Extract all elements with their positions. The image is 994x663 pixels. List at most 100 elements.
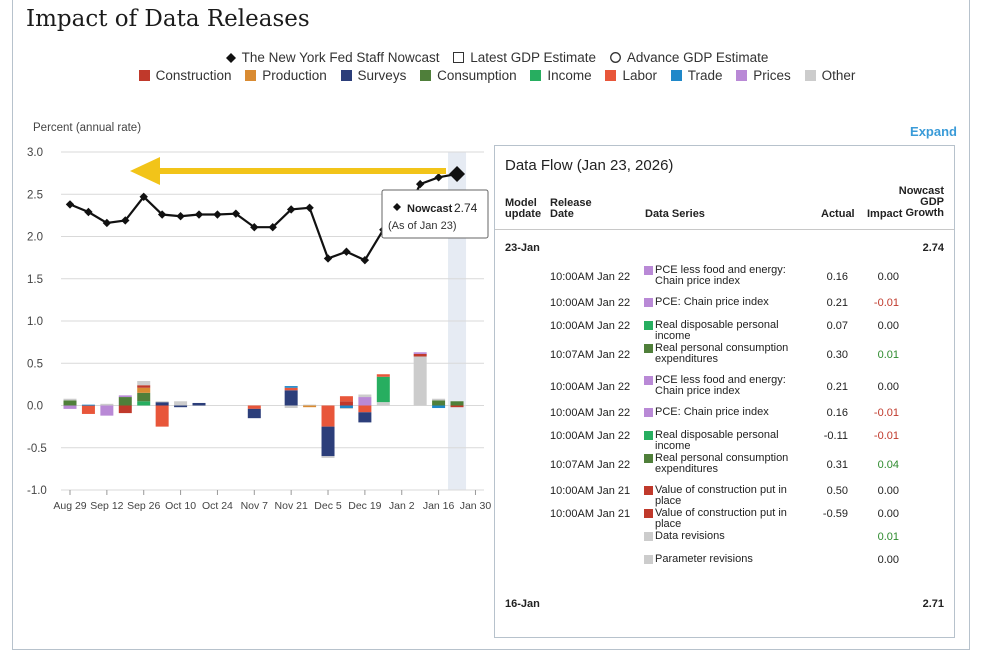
legend-item-consumption[interactable]: Consumption [420, 68, 517, 83]
impact-bar-segment [303, 404, 317, 406]
nowcast-point [250, 223, 259, 232]
impact-bar-segment [321, 405, 335, 427]
release-date: 10:00AM Jan 22 [550, 381, 631, 393]
legend-item-latest-gdp[interactable]: Latest GDP Estimate [453, 50, 596, 65]
impact-bar-segment [81, 405, 95, 414]
data-series-name: Value of construction put in place [655, 484, 787, 507]
data-series-name: Data revisions [655, 530, 725, 542]
impact-bar-segment [358, 397, 372, 406]
data-series-name: Real personal consumption expenditures [655, 342, 789, 365]
widget-frame [12, 0, 970, 650]
impact-value: -0.01 [873, 407, 899, 419]
x-tick-label: Oct 10 [165, 500, 196, 512]
data-series-name: Real personal consumption expenditures [655, 452, 789, 475]
data-series-name: PCE: Chain price index [655, 406, 769, 418]
impact-bar-segment [358, 405, 372, 413]
legend-series: The New York Fed Staff Nowcast Latest GD… [0, 49, 994, 65]
group-total: 2.71 [922, 598, 944, 610]
impact-bar-segment [321, 426, 335, 457]
impact-bar-segment [118, 405, 132, 414]
impact-bar-segment [339, 405, 353, 409]
legend-item-nowcast[interactable]: The New York Fed Staff Nowcast [225, 50, 439, 65]
category-swatch [644, 486, 653, 495]
nowcast-point [434, 173, 443, 182]
nowcast-point [194, 210, 204, 219]
impact-bar-segment [192, 402, 206, 406]
impact-value: 0.00 [877, 381, 899, 393]
impact-value: 0.00 [877, 485, 899, 497]
impact-bar-segment [432, 405, 446, 409]
impact-value: 0.04 [877, 459, 899, 471]
group-total: 2.74 [922, 242, 944, 254]
release-date: 10:07AM Jan 22 [550, 459, 631, 471]
legend-item-labor[interactable]: Labor [605, 68, 657, 83]
impact-bar-segment [284, 405, 298, 409]
legend-item-construction[interactable]: Construction [138, 68, 231, 83]
trade-swatch [670, 69, 682, 81]
header-actual: Actual [821, 208, 855, 220]
legend-item-trade[interactable]: Trade [670, 68, 723, 83]
nowcast-point [286, 205, 296, 214]
header-impact: Impact [867, 208, 903, 220]
impact-bar-segment [376, 374, 390, 377]
nowcast-point [84, 207, 93, 217]
data-series-name: PCE less food and energy: Chain price in… [655, 374, 786, 397]
impact-bar-segment [137, 380, 151, 386]
x-tick-label: Dec 19 [348, 500, 381, 512]
nowcast-point [157, 210, 167, 219]
nowcast-point [305, 203, 314, 212]
actual-value: 0.30 [826, 349, 848, 361]
release-date: 10:00AM Jan 22 [550, 407, 631, 419]
impact-bar-segment [284, 390, 298, 406]
release-date: 10:00AM Jan 22 [550, 430, 631, 442]
expand-link[interactable]: Expand [910, 124, 957, 139]
legend-item-production[interactable]: Production [245, 68, 327, 83]
consumption-swatch [420, 69, 432, 81]
header-release-date: Release Date [550, 197, 592, 220]
x-tick-label: Jan 16 [423, 500, 455, 512]
impact-bar-segment [358, 412, 372, 423]
actual-value: 0.16 [826, 407, 848, 419]
y-tick-label: 1.0 [27, 316, 43, 328]
x-tick-label: Nov 21 [275, 500, 308, 512]
data-flow-panel: Data Flow (Jan 23, 2026) Model update Re… [494, 145, 955, 638]
impact-value: 0.00 [877, 271, 899, 283]
impact-value: 0.00 [877, 320, 899, 332]
impact-value: -0.01 [873, 297, 899, 309]
actual-value: 0.31 [826, 459, 848, 471]
y-tick-label: 3.0 [27, 147, 43, 159]
group-date[interactable]: 23-Jan [505, 242, 540, 254]
impact-bar-segment [339, 401, 353, 406]
actual-value: 0.21 [826, 381, 848, 393]
data-series-name: PCE: Chain price index [655, 296, 769, 308]
impact-bar-segment [174, 405, 188, 408]
impact-bar-segment [155, 401, 169, 403]
x-tick-label: Aug 29 [53, 500, 86, 512]
nowcast-point [323, 254, 333, 263]
y-axis-title: Percent (annual rate) [33, 122, 142, 134]
header-data-series: Data Series [645, 208, 705, 220]
impact-bar-segment [413, 352, 427, 354]
legend-item-prices[interactable]: Prices [736, 68, 791, 83]
category-swatch [644, 532, 653, 541]
data-series-name: Value of construction put in place [655, 507, 787, 530]
actual-value: 0.21 [826, 297, 848, 309]
release-date: 10:00AM Jan 21 [550, 485, 631, 497]
release-date: 10:00AM Jan 21 [550, 508, 631, 520]
legend-item-income[interactable]: Income [530, 68, 592, 83]
group-date[interactable]: 16-Jan [505, 598, 540, 610]
legend-item-advance-gdp[interactable]: Advance GDP Estimate [609, 50, 768, 65]
category-swatch [644, 408, 653, 417]
tooltip-box [381, 189, 489, 239]
impact-bar-segment [432, 400, 446, 406]
release-date: 10:07AM Jan 22 [550, 349, 631, 361]
impact-bar-segment [137, 385, 151, 388]
impact-value: 0.01 [877, 531, 899, 543]
legend-item-other[interactable]: Other [804, 68, 855, 83]
diamond-icon [225, 52, 236, 63]
legend-item-surveys[interactable]: Surveys [340, 68, 406, 83]
production-swatch [245, 69, 257, 81]
nowcast-point [65, 200, 75, 209]
nowcast-point [102, 218, 112, 228]
annotation-arrow-head [130, 157, 160, 185]
